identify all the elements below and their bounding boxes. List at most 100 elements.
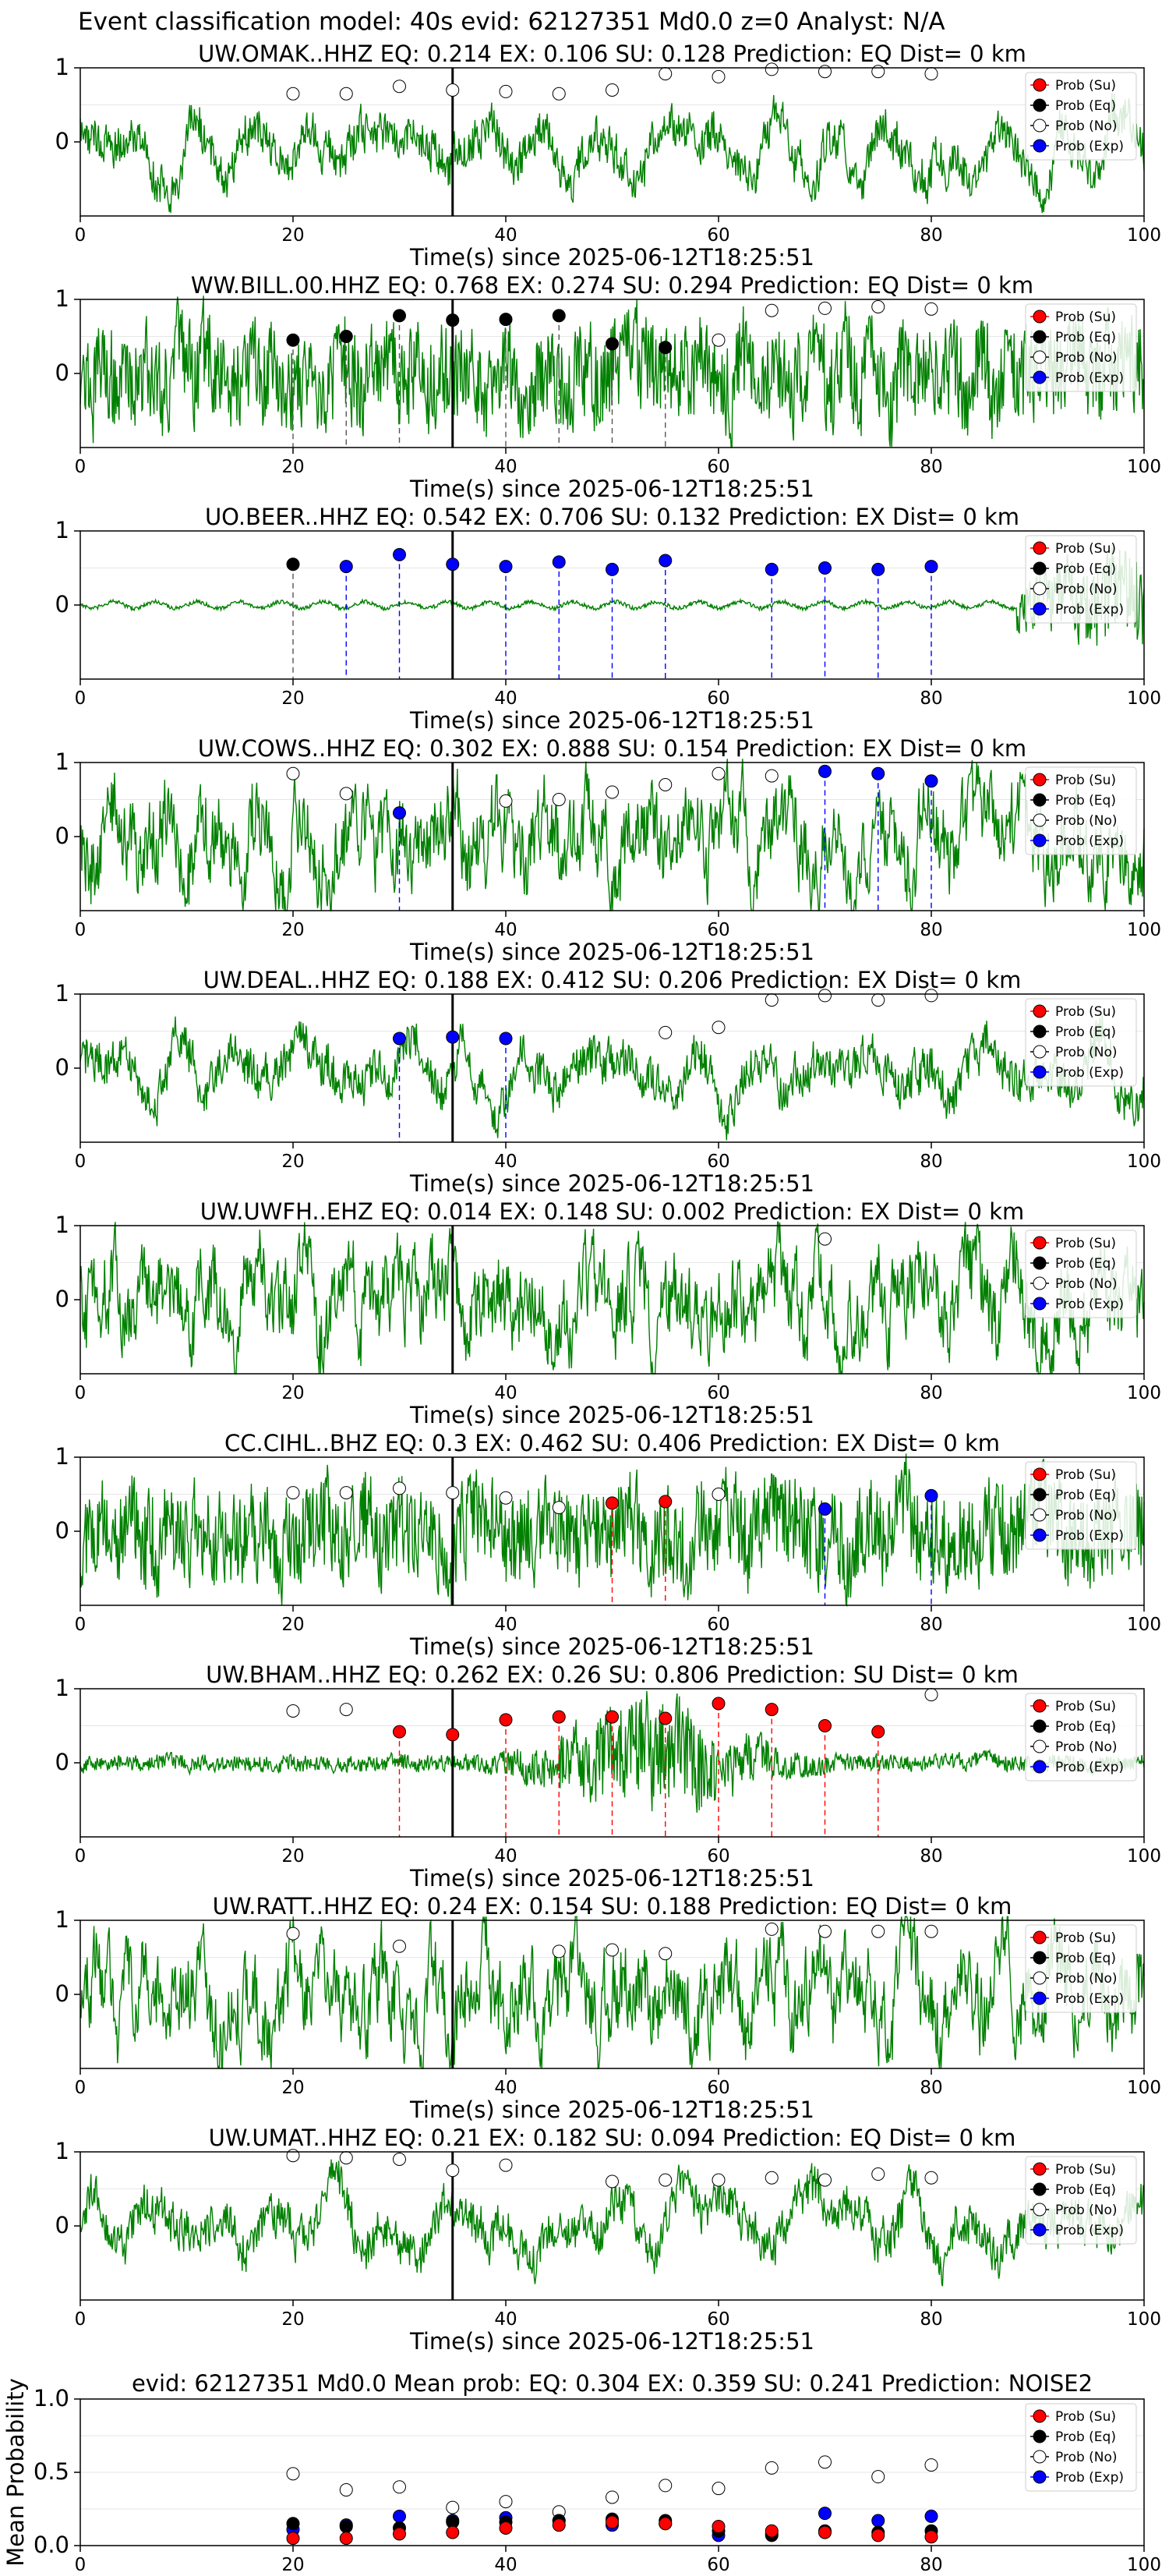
- legend-marker-exp: [1033, 1991, 1047, 2005]
- legend-marker-no: [1033, 1508, 1047, 1522]
- panel-xtick-label: 40: [494, 1383, 517, 1403]
- prob-marker-exp: [499, 560, 513, 574]
- mean-prob-marker-su: [659, 2517, 673, 2531]
- mean-prob-marker-no: [286, 2467, 300, 2481]
- legend-marker-no: [1033, 1045, 1047, 1059]
- prob-marker-exp: [339, 560, 353, 574]
- legend-frame: [1025, 998, 1137, 1087]
- legend: Prob (Su) Prob (Eq) Prob (No) Prob (Exp): [1025, 1693, 1137, 1782]
- legend-marker-exp: [1033, 1760, 1047, 1774]
- legend-marker-no: [1033, 1739, 1047, 1753]
- legend-marker-eq: [1033, 2429, 1047, 2443]
- chart-panel-11: evid: 62127351 Md0.0 Mean prob: EQ: 0.30…: [2, 2370, 1161, 2575]
- legend-marker-eq: [1033, 793, 1047, 807]
- prob-marker-no: [712, 333, 726, 347]
- panel-xtick-label: 80: [920, 920, 942, 940]
- panel-xtick-label: 60: [707, 920, 729, 940]
- prob-marker-no: [871, 300, 885, 313]
- prob-marker-no: [606, 785, 619, 799]
- waveform-trace: [79, 295, 1145, 448]
- prob-marker-no: [765, 769, 779, 783]
- prob-marker-exp: [393, 806, 406, 820]
- prob-marker-no: [286, 766, 300, 780]
- panel-ytick-label: 1: [55, 2138, 69, 2164]
- legend-marker-exp: [1033, 1065, 1047, 1079]
- prob-marker-no: [765, 62, 779, 76]
- mean-prob-marker-exp: [924, 2509, 938, 2523]
- panel-xtick-label: 100: [1127, 688, 1161, 709]
- mean-prob-marker-no: [499, 2495, 513, 2509]
- legend: Prob (Su) Prob (Eq) Prob (No) Prob (Exp): [1025, 535, 1137, 624]
- prob-marker-exp: [924, 1488, 938, 1502]
- panel-xtick-label: 60: [707, 1615, 729, 1635]
- prob-marker-eq: [606, 337, 619, 351]
- legend-marker-eq: [1033, 561, 1047, 575]
- legend-marker-su: [1033, 1467, 1047, 1481]
- mean-prob-marker-no: [765, 2461, 779, 2475]
- legend-label-su: Prob (Su): [1055, 2162, 1116, 2178]
- prob-marker-no: [924, 67, 938, 81]
- legend-label-exp: Prob (Exp): [1055, 833, 1124, 849]
- legend-label-eq: Prob (Eq): [1055, 1488, 1116, 1503]
- prob-marker-su: [712, 1697, 726, 1711]
- x-axis-label: Time(s) since 2025-06-12T18:25:51: [409, 244, 814, 271]
- legend-label-eq: Prob (Eq): [1055, 2429, 1116, 2445]
- panel-xtick-label: 100: [1127, 1383, 1161, 1403]
- waveform-trace: [79, 1690, 1145, 1813]
- panel-xtick-label: 0: [75, 225, 87, 246]
- panel-ytick-label: 0: [55, 1054, 69, 1081]
- prob-marker-no: [765, 993, 779, 1007]
- legend: Prob (Su) Prob (Eq) Prob (No) Prob (Exp): [1025, 998, 1137, 1087]
- legend-marker-no: [1033, 582, 1047, 596]
- mean-prob-marker-no: [871, 2470, 885, 2484]
- panel-xtick-label: 40: [494, 457, 517, 477]
- panel-ytick-label: 0: [55, 2212, 69, 2238]
- prob-marker-no: [659, 1947, 673, 1961]
- chart-title: UW.UWFH..EHZ EQ: 0.014 EX: 0.148 SU: 0.0…: [200, 1198, 1025, 1225]
- legend-marker-eq: [1033, 2182, 1047, 2196]
- legend: Prob (Su) Prob (Eq) Prob (No) Prob (Exp): [1025, 1924, 1137, 2013]
- prob-marker-exp: [606, 562, 619, 576]
- panel-xtick-label: 100: [1127, 1846, 1161, 1867]
- panel-xtick-label: 0: [75, 457, 87, 477]
- legend-label-su: Prob (Su): [1055, 1236, 1116, 1251]
- legend-frame: [1025, 535, 1137, 624]
- legend: Prob (Su) Prob (Eq) Prob (No) Prob (Exp): [1025, 766, 1137, 855]
- prob-marker-no: [659, 1025, 673, 1039]
- legend-label-su: Prob (Su): [1055, 1930, 1116, 1946]
- chart-title: UW.COWS..HHZ EQ: 0.302 EX: 0.888 SU: 0.1…: [198, 735, 1026, 762]
- prob-marker-no: [871, 65, 885, 79]
- prob-marker-eq: [286, 333, 300, 347]
- panel-xtick-label: 20: [281, 2309, 304, 2330]
- prob-marker-exp: [818, 561, 832, 575]
- mean-xtick-label: 20: [281, 2555, 304, 2573]
- prob-marker-exp: [924, 560, 938, 574]
- panel-xtick-label: 40: [494, 2078, 517, 2098]
- legend-label-exp: Prob (Exp): [1055, 139, 1124, 154]
- legend-frame: [1025, 303, 1137, 392]
- panel-ytick-label: 0: [55, 1749, 69, 1775]
- waveform-trace: [79, 93, 1145, 214]
- panel-xtick-label: 60: [707, 457, 729, 477]
- mean-prob-marker-su: [552, 2518, 566, 2532]
- prob-marker-no: [286, 2149, 300, 2163]
- legend-marker-su: [1033, 2409, 1047, 2423]
- chart-title: WW.BILL.00.HHZ EQ: 0.768 EX: 0.274 SU: 0…: [191, 272, 1033, 299]
- mean-prob-marker-exp: [818, 2507, 832, 2521]
- prob-marker-no: [712, 2173, 726, 2187]
- legend-label-su: Prob (Su): [1055, 310, 1116, 325]
- prob-marker-no: [818, 301, 832, 315]
- legend-label-no: Prob (No): [1055, 582, 1118, 597]
- legend-marker-exp: [1033, 602, 1047, 616]
- chart-title: CC.CIHL..BHZ EQ: 0.3 EX: 0.462 SU: 0.406…: [224, 1430, 1000, 1456]
- legend-frame: [1025, 1693, 1137, 1782]
- legend-marker-su: [1033, 78, 1047, 92]
- legend-label-eq: Prob (Eq): [1055, 330, 1116, 345]
- mean-prob-marker-su: [286, 2532, 300, 2546]
- prob-marker-su: [871, 1725, 885, 1739]
- panel-xtick-label: 20: [281, 1615, 304, 1635]
- chart-panel-5: UW.DEAL..HHZ EQ: 0.188 EX: 0.412 SU: 0.2…: [55, 967, 1161, 1197]
- x-axis-label: Time(s) since 2025-06-12T18:25:51: [409, 2097, 814, 2123]
